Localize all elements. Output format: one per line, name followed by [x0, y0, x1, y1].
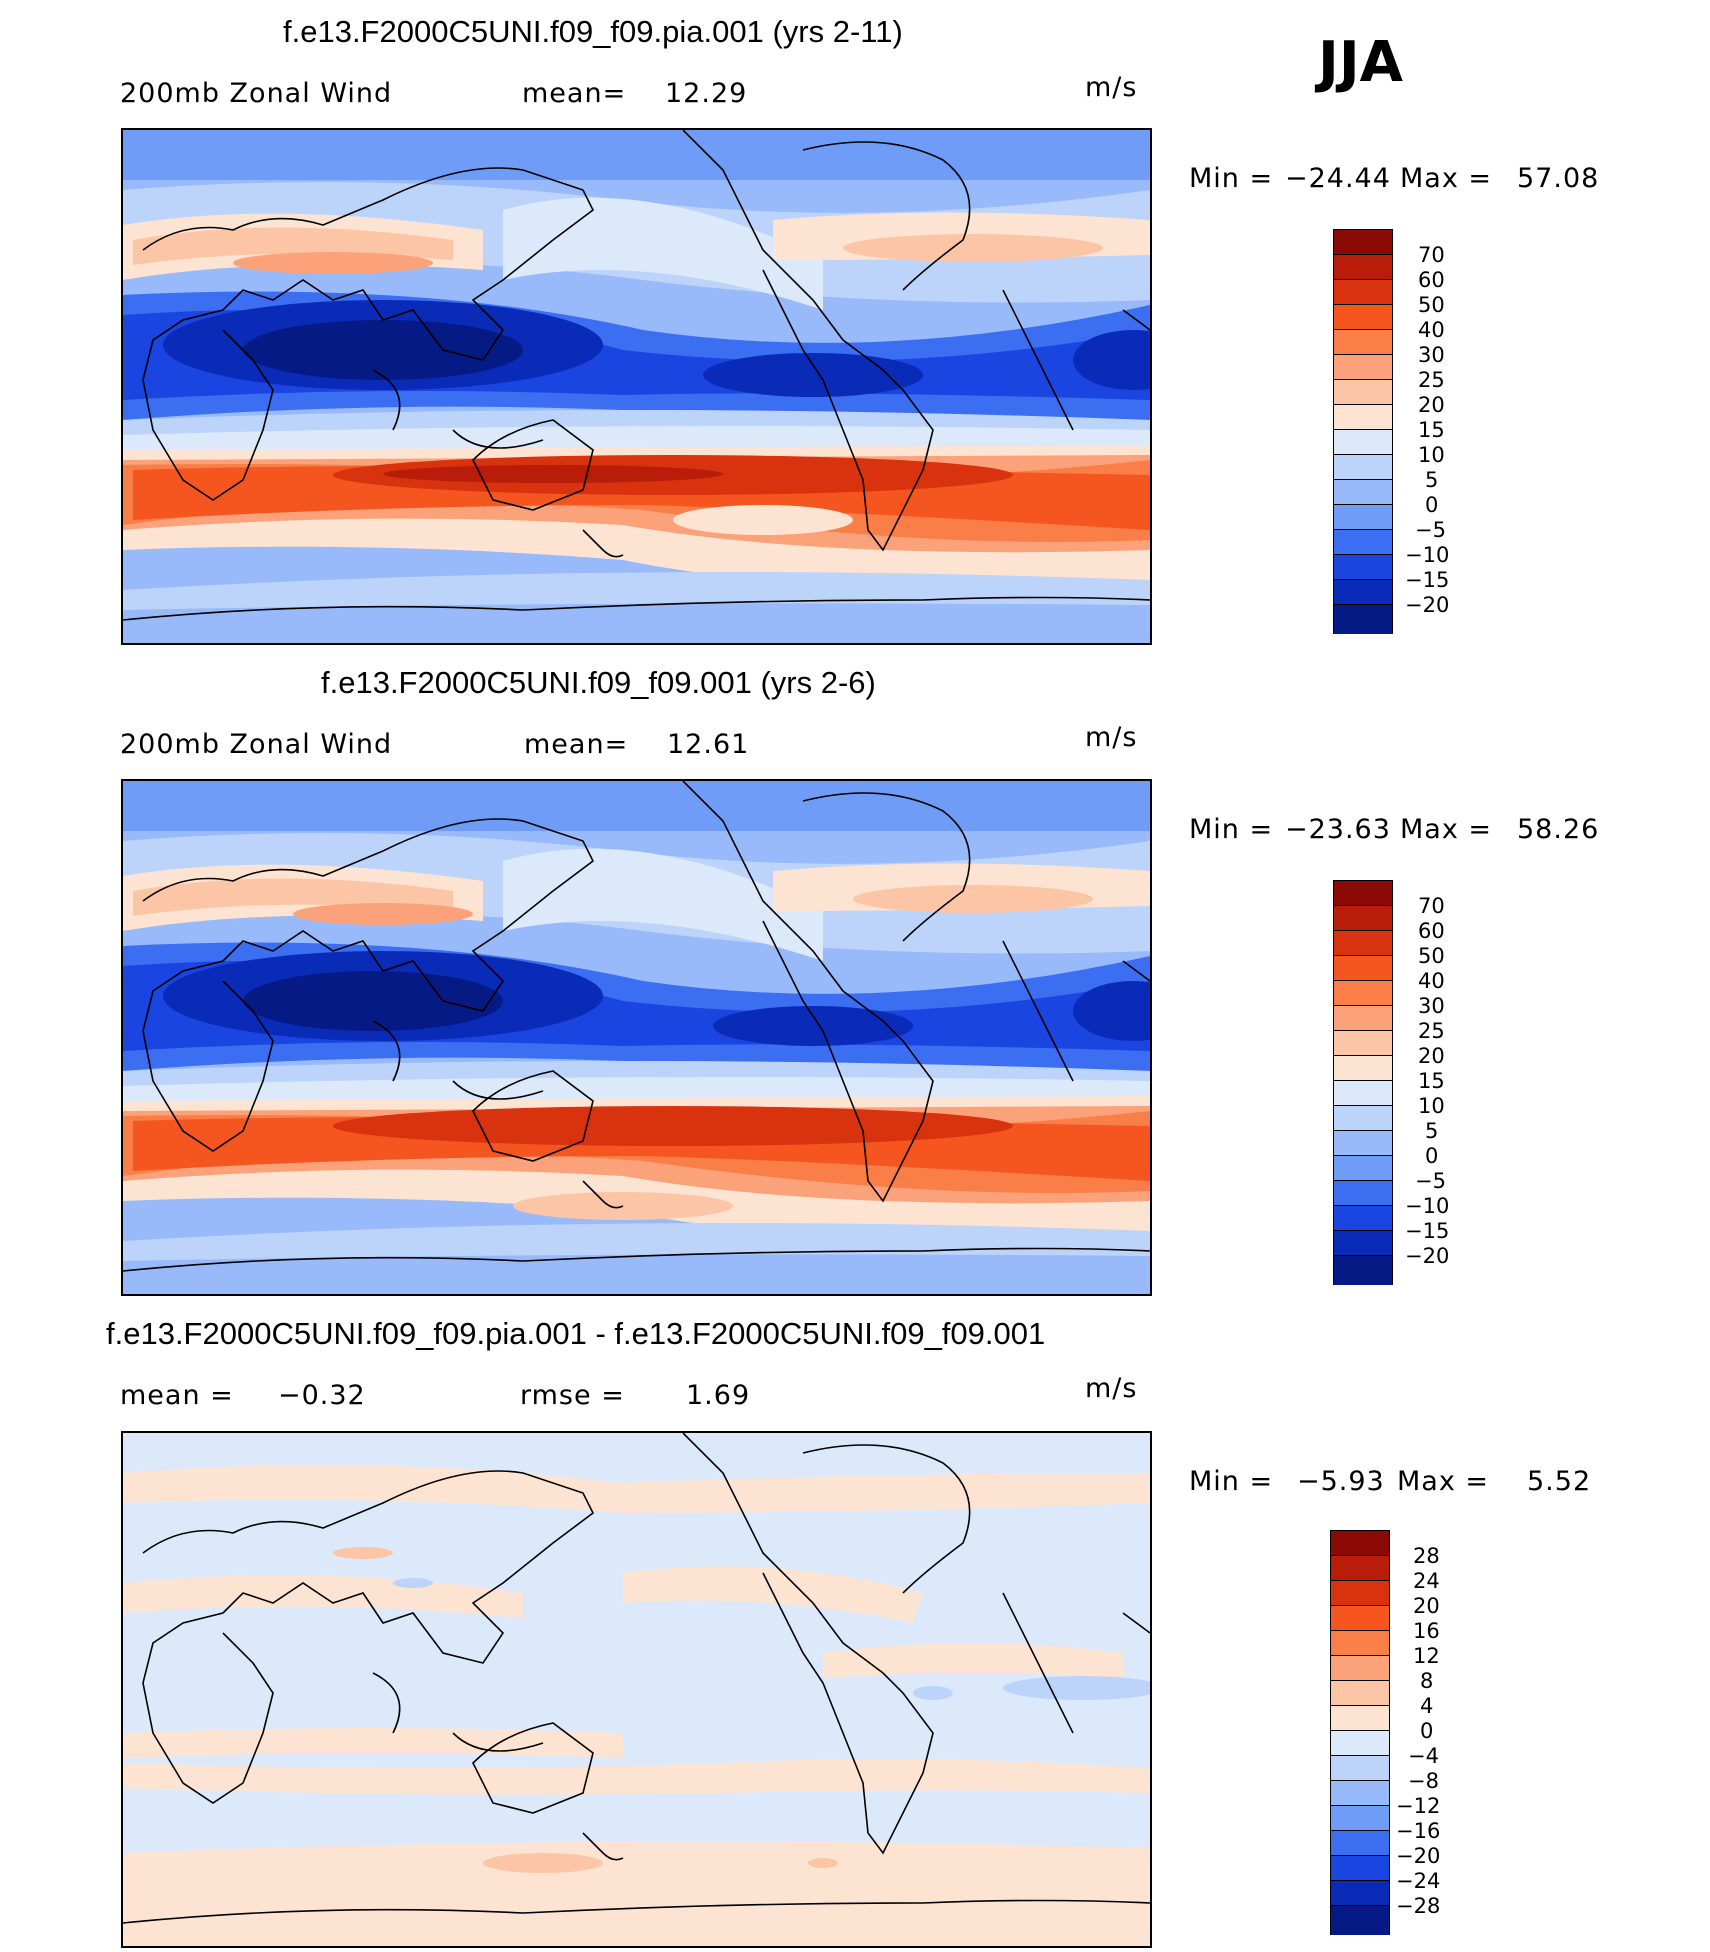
panel-3-rmse-value: 1.69	[686, 1380, 751, 1411]
panel-3-colorbar-tick: −28	[1396, 1894, 1441, 1918]
season-label: JJA	[1318, 30, 1404, 95]
panel-3-title: f.e13.F2000C5UNI.f09_f09.pia.001 - f.e13…	[106, 1316, 1046, 1351]
panel-1-stat-label: mean=	[522, 78, 627, 109]
panel-1-colorbar-tick: 60	[1418, 268, 1445, 292]
panel-1-colorbar-tick: 25	[1418, 368, 1445, 392]
panel-1-colorbar-tick: 70	[1418, 243, 1445, 267]
panel-1-colorbar-tick: −10	[1405, 543, 1450, 567]
panel-2-field-label: 200mb Zonal Wind	[120, 729, 393, 760]
panel-1-colorbar-tick: 50	[1418, 293, 1445, 317]
panel-1-colorbar-tick: 0	[1425, 493, 1439, 517]
panel-2-stat-label: mean=	[524, 729, 629, 760]
panel-1-colorbar-tick: 40	[1418, 318, 1445, 342]
panel-2-min-label: Min =	[1189, 814, 1274, 845]
panel-1-colorbar-tick: −5	[1415, 518, 1446, 542]
panel-2-min-value: −23.63	[1285, 814, 1391, 845]
panel-1-min-value: −24.44	[1285, 163, 1391, 194]
panel-2-colorbar-tick: 70	[1418, 894, 1445, 918]
panel-2-stat-value: 12.61	[667, 729, 750, 760]
panel-2-max-value: 58.26	[1517, 814, 1600, 845]
panel-1-colorbar	[1333, 229, 1393, 634]
panel-3-mean-value: −0.32	[278, 1380, 366, 1411]
panel-3-mean-label: mean =	[120, 1380, 234, 1411]
panel-3-min-label: Min =	[1189, 1466, 1274, 1497]
panel-1-title: f.e13.F2000C5UNI.f09_f09.pia.001 (yrs 2-…	[283, 14, 903, 49]
panel-3-colorbar-tick: 4	[1420, 1694, 1434, 1718]
panel-2-colorbar-tick: 10	[1418, 1094, 1445, 1118]
panel-2-colorbar-tick: 60	[1418, 919, 1445, 943]
panel-1-stat-value: 12.29	[665, 78, 748, 109]
panel-3-colorbar-tick: −20	[1396, 1844, 1441, 1868]
panel-1-max-value: 57.08	[1517, 163, 1600, 194]
panel-2-wind-field	[123, 781, 1150, 1294]
panel-3-colorbar-tick: 24	[1413, 1569, 1440, 1593]
panel-3-difference-field	[123, 1433, 1150, 1946]
panel-3-colorbar-tick: −12	[1396, 1794, 1441, 1818]
panel-2-colorbar-tick: 0	[1425, 1144, 1439, 1168]
panel-3-map	[121, 1431, 1152, 1948]
panel-1-colorbar-tick: 20	[1418, 393, 1445, 417]
panel-3-max-label: Max =	[1397, 1466, 1490, 1497]
panel-2-colorbar-tick: 50	[1418, 944, 1445, 968]
panel-3-colorbar-tick: 8	[1420, 1669, 1434, 1693]
panel-2-map	[121, 779, 1152, 1296]
panel-1-colorbar-tick: 5	[1425, 468, 1439, 492]
panel-2-colorbar-tick: −10	[1405, 1194, 1450, 1218]
panel-3-colorbar-tick: 20	[1413, 1594, 1440, 1618]
panel-2-colorbar-tick: −20	[1405, 1244, 1450, 1268]
panel-2-colorbar-tick: 5	[1425, 1119, 1439, 1143]
panel-1-min-label: Min =	[1189, 163, 1274, 194]
panel-2-colorbar-tick: 20	[1418, 1044, 1445, 1068]
panel-2-colorbar-tick: 40	[1418, 969, 1445, 993]
panel-1-colorbar-tick: 15	[1418, 418, 1445, 442]
panel-2-title: f.e13.F2000C5UNI.f09_f09.001 (yrs 2-6)	[321, 665, 876, 700]
panel-2-max-label: Max =	[1400, 814, 1493, 845]
panel-3-colorbar-tick: 12	[1413, 1644, 1440, 1668]
panel-3-colorbar-tick: −4	[1408, 1744, 1439, 1768]
panel-3-rmse-label: rmse =	[520, 1380, 625, 1411]
panel-3-colorbar-tick: 28	[1413, 1544, 1440, 1568]
panel-1-colorbar-tick: −20	[1405, 593, 1450, 617]
panel-1-max-label: Max =	[1400, 163, 1493, 194]
panel-2-colorbar-tick: 30	[1418, 994, 1445, 1018]
panel-3-units: m/s	[1085, 1373, 1138, 1404]
panel-3-colorbar-tick: −16	[1396, 1819, 1441, 1843]
panel-2-colorbar-tick: 25	[1418, 1019, 1445, 1043]
panel-3-colorbar	[1330, 1530, 1390, 1935]
panel-1-units: m/s	[1085, 72, 1138, 103]
panel-3-colorbar-tick: −24	[1396, 1869, 1441, 1893]
panel-1-map	[121, 128, 1152, 645]
panel-2-colorbar	[1333, 880, 1393, 1285]
panel-3-colorbar-tick: −8	[1408, 1769, 1439, 1793]
panel-2-units: m/s	[1085, 722, 1138, 753]
panel-1-colorbar-tick: 30	[1418, 343, 1445, 367]
panel-3-min-value: −5.93	[1297, 1466, 1385, 1497]
panel-2-colorbar-tick: 15	[1418, 1069, 1445, 1093]
panel-3-colorbar-tick: 16	[1413, 1619, 1440, 1643]
panel-1-colorbar-tick: −15	[1405, 568, 1450, 592]
panel-2-colorbar-tick: −5	[1415, 1169, 1446, 1193]
panel-1-field-label: 200mb Zonal Wind	[120, 78, 393, 109]
panel-1-colorbar-tick: 10	[1418, 443, 1445, 467]
panel-1-wind-field	[123, 130, 1150, 643]
panel-3-max-value: 5.52	[1527, 1466, 1592, 1497]
panel-3-colorbar-tick: 0	[1420, 1719, 1434, 1743]
panel-2-colorbar-tick: −15	[1405, 1219, 1450, 1243]
